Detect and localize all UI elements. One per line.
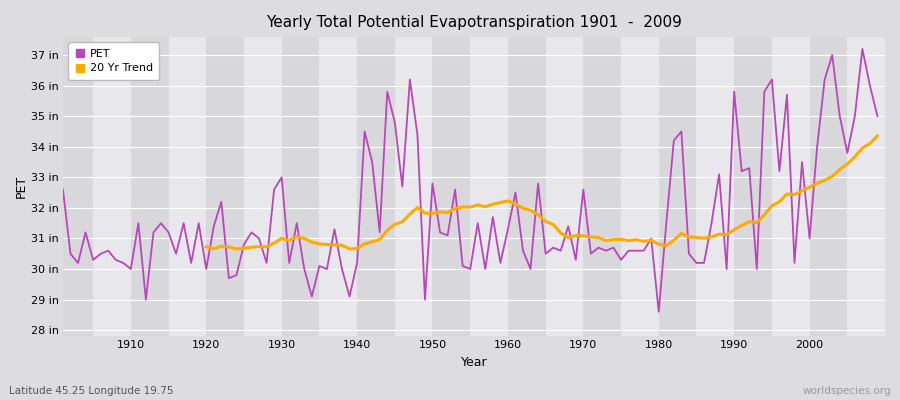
Legend: PET, 20 Yr Trend: PET, 20 Yr Trend <box>68 42 159 80</box>
Bar <box>810 37 847 336</box>
Title: Yearly Total Potential Evapotranspiration 1901  -  2009: Yearly Total Potential Evapotranspiratio… <box>266 15 682 30</box>
Bar <box>244 37 282 336</box>
Bar <box>130 37 168 336</box>
Bar <box>508 37 545 336</box>
Bar <box>847 37 885 336</box>
Bar <box>395 37 433 336</box>
Bar <box>621 37 659 336</box>
Bar <box>168 37 206 336</box>
Bar <box>357 37 395 336</box>
Text: worldspecies.org: worldspecies.org <box>803 386 891 396</box>
X-axis label: Year: Year <box>461 356 487 369</box>
Bar <box>583 37 621 336</box>
Bar <box>93 37 130 336</box>
Bar <box>282 37 320 336</box>
Bar <box>885 37 900 336</box>
Bar <box>772 37 810 336</box>
Bar <box>545 37 583 336</box>
Bar <box>433 37 470 336</box>
Y-axis label: PET: PET <box>15 175 28 198</box>
Text: Latitude 45.25 Longitude 19.75: Latitude 45.25 Longitude 19.75 <box>9 386 174 396</box>
Bar <box>697 37 734 336</box>
Bar <box>56 37 93 336</box>
Bar <box>320 37 357 336</box>
Bar <box>659 37 697 336</box>
Bar <box>470 37 508 336</box>
Bar <box>206 37 244 336</box>
Bar <box>734 37 772 336</box>
